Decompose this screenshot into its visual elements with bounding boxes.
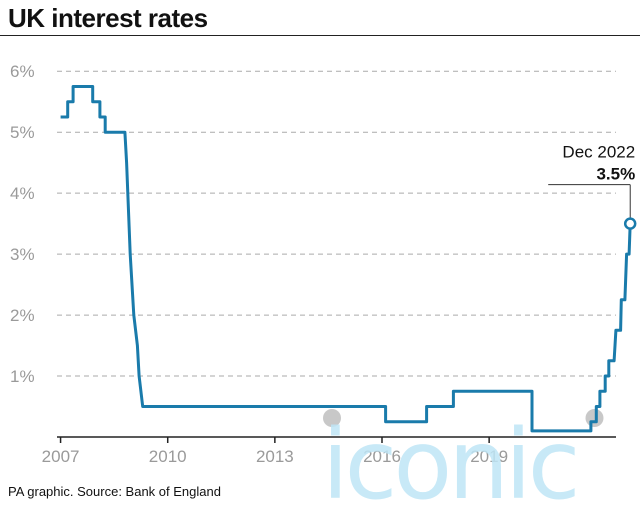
- x-tick-label: 2016: [363, 447, 401, 466]
- x-tick-label: 2019: [470, 447, 508, 466]
- x-tick-label: 2010: [149, 447, 187, 466]
- x-axis-ticks: 2007 2010 2013 2016 2019: [42, 437, 508, 466]
- title-divider: [0, 35, 640, 36]
- annotation-date: Dec 2022: [562, 143, 635, 162]
- event-marker: [585, 409, 604, 427]
- y-tick-label: 3%: [10, 245, 35, 264]
- interest-rate-line: [60, 85, 632, 433]
- x-tick-label: 2013: [256, 447, 294, 466]
- y-tick-label: 6%: [10, 62, 35, 81]
- line-chart: 1% 2% 3% 4% 5% 6% 2007 2010 2013 2016 2019 Dec 20…: [10, 62, 637, 466]
- y-tick-label: 2%: [10, 306, 35, 325]
- x-tick-label: 2007: [42, 447, 80, 466]
- y-tick-label: 4%: [10, 184, 35, 203]
- source-credit: PA graphic. Source: Bank of England: [8, 484, 221, 499]
- y-tick-label: 1%: [10, 367, 35, 386]
- annotation-value: 3.5%: [596, 165, 635, 184]
- watermark-logo: iconic: [322, 409, 580, 521]
- gridlines: [57, 70, 616, 377]
- y-tick-label: 5%: [10, 123, 35, 142]
- y-axis-ticks: 1% 2% 3% 4% 5% 6%: [10, 62, 35, 386]
- event-marker: [323, 409, 341, 427]
- chart-title: UK interest rates: [8, 3, 208, 33]
- latest-rate-point: [623, 217, 637, 230]
